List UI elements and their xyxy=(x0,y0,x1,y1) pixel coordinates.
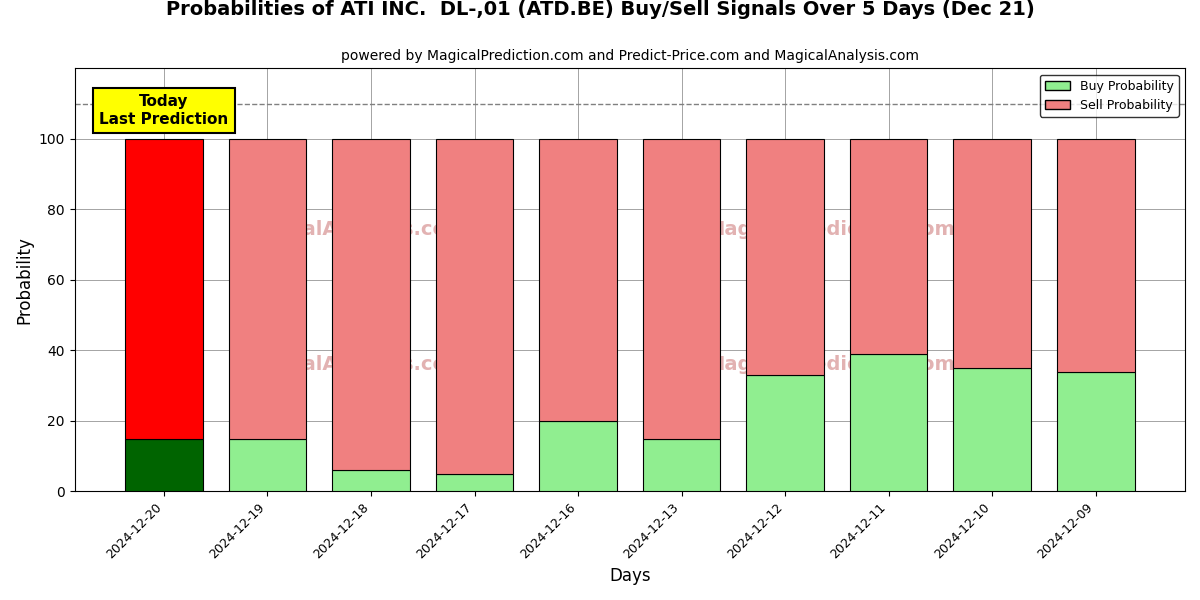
Text: MagicalPrediction.com: MagicalPrediction.com xyxy=(704,355,954,374)
Bar xyxy=(953,368,1031,491)
Bar xyxy=(229,439,306,491)
Bar xyxy=(850,139,928,354)
Bar xyxy=(1057,371,1134,491)
Bar xyxy=(125,439,203,491)
Bar xyxy=(746,375,824,491)
Bar xyxy=(953,139,1031,368)
Text: Today
Last Prediction: Today Last Prediction xyxy=(100,94,228,127)
Bar xyxy=(850,354,928,491)
Bar xyxy=(229,139,306,439)
Bar xyxy=(332,139,410,470)
Bar xyxy=(436,139,514,474)
Text: Probabilities of ATI INC.  DL-,01 (ATD.BE) Buy/Sell Signals Over 5 Days (Dec 21): Probabilities of ATI INC. DL-,01 (ATD.BE… xyxy=(166,0,1034,19)
Bar xyxy=(746,139,824,375)
Bar xyxy=(125,139,203,439)
Text: MagicalAnalysis.com: MagicalAnalysis.com xyxy=(238,220,467,239)
Text: MagicalPrediction.com: MagicalPrediction.com xyxy=(704,220,954,239)
Bar xyxy=(643,139,720,439)
Bar xyxy=(332,470,410,491)
Bar xyxy=(643,439,720,491)
Bar xyxy=(539,421,617,491)
Title: powered by MagicalPrediction.com and Predict-Price.com and MagicalAnalysis.com: powered by MagicalPrediction.com and Pre… xyxy=(341,49,919,63)
X-axis label: Days: Days xyxy=(610,567,650,585)
Legend: Buy Probability, Sell Probability: Buy Probability, Sell Probability xyxy=(1040,74,1178,117)
Bar xyxy=(436,474,514,491)
Bar xyxy=(1057,139,1134,371)
Y-axis label: Probability: Probability xyxy=(16,236,34,324)
Bar xyxy=(539,139,617,421)
Text: MagicalAnalysis.com: MagicalAnalysis.com xyxy=(238,355,467,374)
